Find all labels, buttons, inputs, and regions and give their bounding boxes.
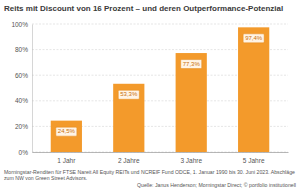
data-label: 97,4% xyxy=(245,35,263,41)
data-label-box xyxy=(56,127,77,136)
note: Morningstar-Renditen für FTSE Nareit All… xyxy=(4,169,296,181)
y-tick: 60% xyxy=(15,72,32,79)
data-label: 77,3% xyxy=(183,61,201,67)
y-tick: 20% xyxy=(15,123,32,130)
data-label: 24,5% xyxy=(58,128,76,134)
y-tick-label: 20% xyxy=(15,123,28,130)
x-axis: 1 Jahr 2 Jahre 3 Jahre 5 Jahre xyxy=(33,152,289,164)
data-label: 53,3% xyxy=(120,91,138,97)
bars xyxy=(51,27,270,152)
x-tick: 2 Jahre xyxy=(118,152,140,164)
grid xyxy=(32,24,288,152)
x-tick: 3 Jahre xyxy=(180,152,202,164)
source: Quelle: Janus Henderson; Morningstar Dir… xyxy=(4,182,296,188)
title: Reits mit Discount von 16 Prozent – und … xyxy=(4,4,283,13)
y-axis: 0% 20% 40% 60% 80% 100% xyxy=(11,21,32,156)
x-tick-label: 1 Jahr xyxy=(57,157,76,164)
y-tick-label: 60% xyxy=(15,72,28,79)
y-axis-line xyxy=(32,25,33,153)
data-label-box xyxy=(118,90,139,99)
x-tick-label: 2 Jahre xyxy=(118,157,140,164)
chart: Reits mit Discount von 16 Prozent – und … xyxy=(0,0,300,168)
grid-line xyxy=(32,24,288,25)
x-axis-line xyxy=(33,152,289,153)
bar xyxy=(113,84,144,152)
y-tick: 40% xyxy=(15,97,32,104)
bar xyxy=(238,27,269,152)
y-tick: 80% xyxy=(15,46,32,53)
bar xyxy=(51,121,82,152)
bar xyxy=(176,53,207,152)
data-label-box xyxy=(181,60,202,69)
x-tick: 5 Jahre xyxy=(243,152,265,164)
x-tick-label: 3 Jahre xyxy=(180,157,202,164)
data-labels: 24,5% 53,3% 77,3% 97,4% xyxy=(56,34,264,136)
y-tick: 100% xyxy=(11,21,32,28)
data-label-box xyxy=(243,34,264,43)
y-tick: 0% xyxy=(19,149,32,156)
x-tick-label: 5 Jahre xyxy=(243,157,265,164)
y-tick-label: 80% xyxy=(15,46,28,53)
x-tick: 1 Jahr xyxy=(57,152,76,164)
y-tick-label: 100% xyxy=(11,21,28,28)
y-tick-label: 0% xyxy=(19,149,29,156)
plot: 0% 20% 40% 60% 80% 100% 1 Jahr 2 Jahre 3 Jahre 5 … xyxy=(11,21,288,164)
y-tick-label: 40% xyxy=(15,97,28,104)
